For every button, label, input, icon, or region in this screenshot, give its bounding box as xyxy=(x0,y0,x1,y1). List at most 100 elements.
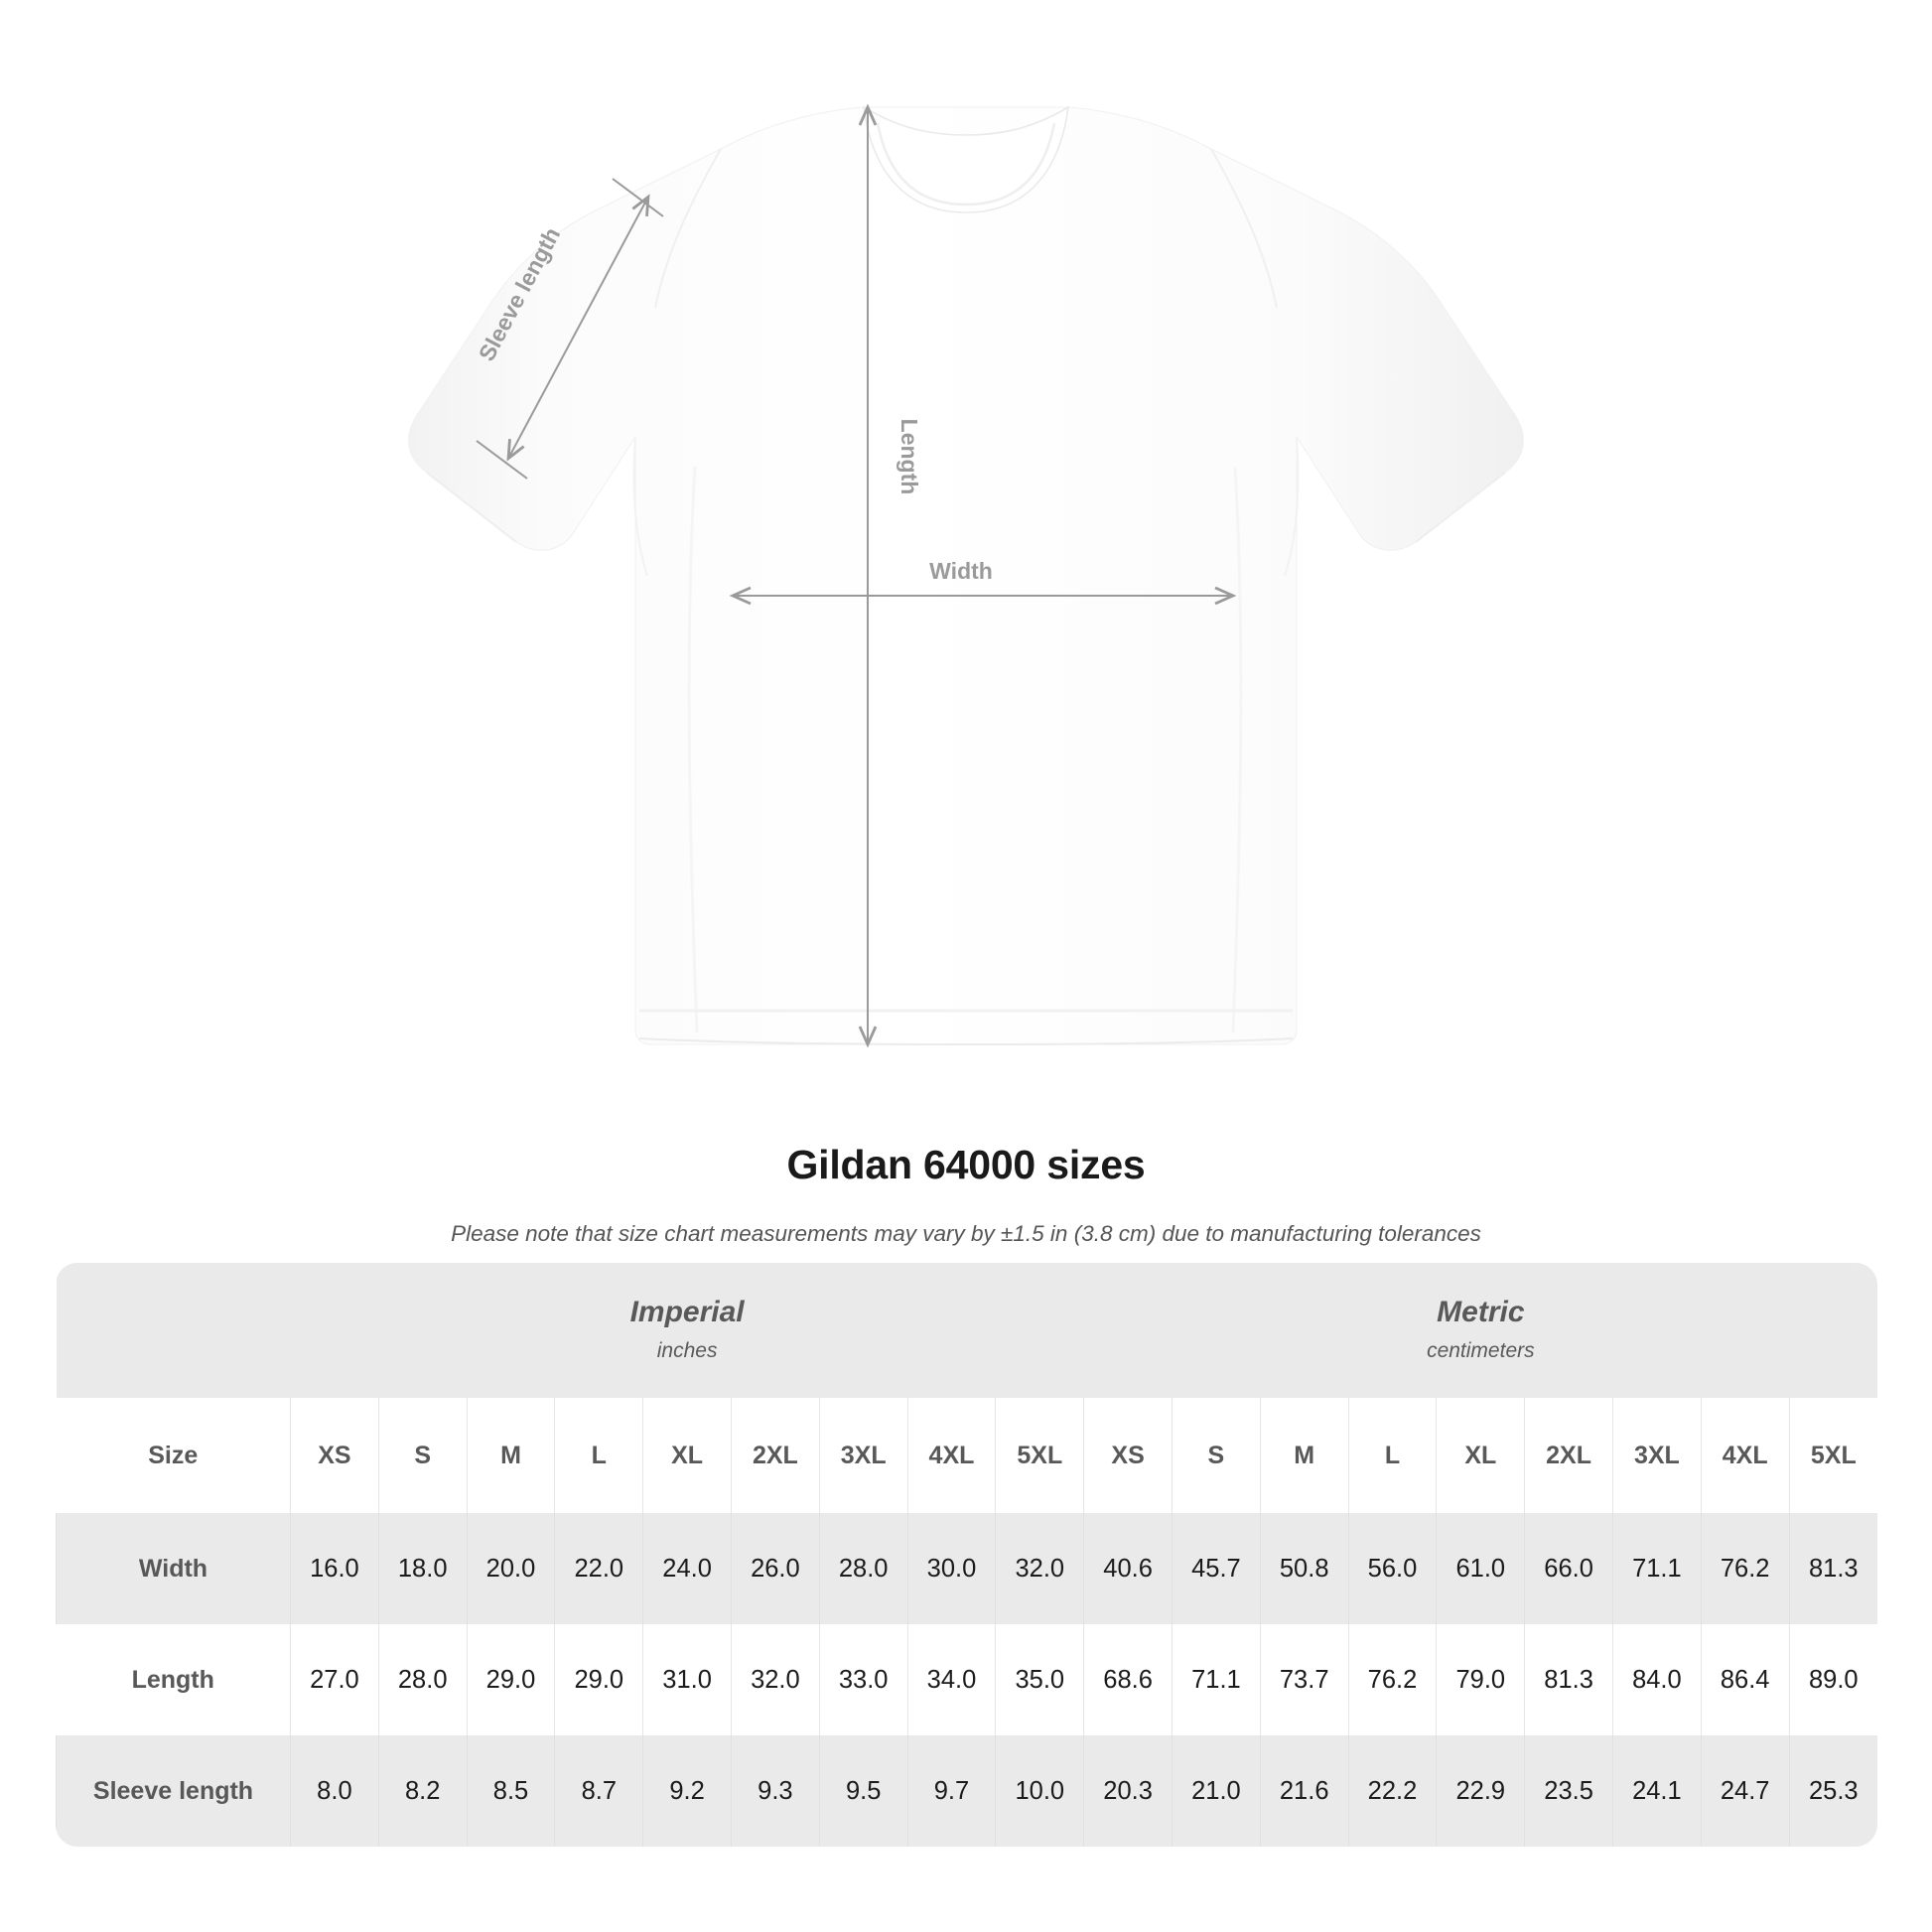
col-header-imperial-4xl: 4XL xyxy=(906,1398,996,1513)
cell-width-0: 16.0 xyxy=(290,1513,379,1624)
unit-sub-imperial: inches xyxy=(656,1339,718,1362)
cell-sleeve-5: 9.3 xyxy=(730,1735,820,1847)
cell-length-15: 84.0 xyxy=(1611,1624,1702,1735)
cell-sleeve-0: 8.0 xyxy=(290,1735,379,1847)
unit-corner-cell xyxy=(56,1263,291,1398)
tshirt-diagram-svg: Length Width Sleeve length xyxy=(408,103,1524,1048)
size-corner-label: Size xyxy=(56,1398,291,1513)
row-label-length: Length xyxy=(56,1624,291,1735)
cell-sleeve-6: 9.5 xyxy=(818,1735,908,1847)
cell-width-3: 22.0 xyxy=(554,1513,643,1624)
col-header-imperial-xl: XL xyxy=(642,1398,732,1513)
cell-sleeve-12: 22.2 xyxy=(1347,1735,1437,1847)
cell-length-14: 81.3 xyxy=(1524,1624,1613,1735)
cell-length-4: 31.0 xyxy=(642,1624,732,1735)
row-label-sleeve-length: Sleeve length xyxy=(56,1735,291,1847)
col-header-imperial-l: L xyxy=(554,1398,643,1513)
tshirt-illustration: Length Width Sleeve length xyxy=(408,103,1524,1048)
cell-width-14: 66.0 xyxy=(1524,1513,1613,1624)
cell-sleeve-15: 24.1 xyxy=(1611,1735,1702,1847)
cell-width-8: 32.0 xyxy=(995,1513,1084,1624)
row-label-width: Width xyxy=(56,1513,291,1624)
cell-width-5: 26.0 xyxy=(730,1513,820,1624)
cell-sleeve-8: 10.0 xyxy=(995,1735,1084,1847)
unit-name-metric: Metric xyxy=(1437,1296,1525,1328)
length-label: Length xyxy=(897,419,922,495)
cell-sleeve-2: 8.5 xyxy=(466,1735,555,1847)
length-guide: Length xyxy=(858,103,922,1048)
cell-width-9: 40.6 xyxy=(1083,1513,1173,1624)
sleeve-arrow xyxy=(506,194,650,462)
cell-length-5: 32.0 xyxy=(730,1624,820,1735)
cell-width-12: 56.0 xyxy=(1347,1513,1437,1624)
cell-width-13: 61.0 xyxy=(1436,1513,1525,1624)
table-row: Sleeve length 8.0 8.2 8.5 8.7 9.2 9.3 9.… xyxy=(56,1735,1877,1847)
cell-length-6: 33.0 xyxy=(818,1624,908,1735)
col-header-metric-5xl: 5XL xyxy=(1788,1398,1877,1513)
col-header-imperial-3xl: 3XL xyxy=(818,1398,908,1513)
cell-sleeve-7: 9.7 xyxy=(906,1735,996,1847)
cell-length-3: 29.0 xyxy=(554,1624,643,1735)
cell-sleeve-17: 25.3 xyxy=(1788,1735,1877,1847)
cell-width-15: 71.1 xyxy=(1611,1513,1702,1624)
cell-width-1: 18.0 xyxy=(377,1513,468,1624)
cell-length-2: 29.0 xyxy=(466,1624,555,1735)
col-header-metric-4xl: 4XL xyxy=(1700,1398,1790,1513)
tolerance-note: Please note that size chart measurements… xyxy=(451,1221,1481,1246)
unit-sub-metric: centimeters xyxy=(1427,1339,1535,1362)
col-header-imperial-m: M xyxy=(466,1398,555,1513)
col-header-metric-xl: XL xyxy=(1436,1398,1525,1513)
col-header-imperial-5xl: 5XL xyxy=(995,1398,1084,1513)
size-table-wrapper: Imperial inches Metric centimeters Size … xyxy=(56,1263,1877,1847)
col-header-imperial-s: S xyxy=(377,1398,468,1513)
heading-block: Gildan 64000 sizes Please note that size… xyxy=(0,1142,1932,1247)
table-row: Width 16.0 18.0 20.0 22.0 24.0 26.0 28.0… xyxy=(56,1513,1877,1624)
unit-header-row: Imperial inches Metric centimeters xyxy=(56,1263,1877,1398)
cell-width-11: 50.8 xyxy=(1259,1513,1349,1624)
cell-sleeve-14: 23.5 xyxy=(1524,1735,1613,1847)
cell-sleeve-10: 21.0 xyxy=(1172,1735,1261,1847)
cell-sleeve-13: 22.9 xyxy=(1436,1735,1525,1847)
width-guide: Width xyxy=(729,558,1237,606)
cell-length-7: 34.0 xyxy=(906,1624,996,1735)
col-header-imperial-xs: XS xyxy=(290,1398,379,1513)
cell-sleeve-4: 9.2 xyxy=(642,1735,732,1847)
cell-length-16: 86.4 xyxy=(1700,1624,1790,1735)
cell-width-7: 30.0 xyxy=(906,1513,996,1624)
cell-length-17: 89.0 xyxy=(1788,1624,1877,1735)
cell-width-4: 24.0 xyxy=(642,1513,732,1624)
col-header-metric-l: L xyxy=(1347,1398,1437,1513)
size-header-row: Size XS S M L XL 2XL 3XL 4XL 5XL XS S M … xyxy=(56,1398,1877,1513)
unit-group-metric: Metric centimeters xyxy=(1083,1263,1877,1398)
shirt-body-shape xyxy=(408,105,1524,1045)
cell-width-17: 81.3 xyxy=(1788,1513,1877,1624)
cell-length-11: 73.7 xyxy=(1259,1624,1349,1735)
cell-length-9: 68.6 xyxy=(1083,1624,1173,1735)
unit-name-imperial: Imperial xyxy=(629,1296,745,1328)
cell-sleeve-11: 21.6 xyxy=(1259,1735,1349,1847)
cell-length-1: 28.0 xyxy=(377,1624,468,1735)
cell-length-12: 76.2 xyxy=(1347,1624,1437,1735)
cell-sleeve-16: 24.7 xyxy=(1700,1735,1790,1847)
cell-width-10: 45.7 xyxy=(1172,1513,1261,1624)
table-row: Length 27.0 28.0 29.0 29.0 31.0 32.0 33.… xyxy=(56,1624,1877,1735)
cell-sleeve-9: 20.3 xyxy=(1083,1735,1173,1847)
page-title: Gildan 64000 sizes xyxy=(786,1142,1146,1187)
cell-length-10: 71.1 xyxy=(1172,1624,1261,1735)
cell-length-8: 35.0 xyxy=(995,1624,1084,1735)
col-header-metric-3xl: 3XL xyxy=(1611,1398,1702,1513)
cell-sleeve-1: 8.2 xyxy=(377,1735,468,1847)
col-header-imperial-2xl: 2XL xyxy=(730,1398,820,1513)
cell-width-2: 20.0 xyxy=(466,1513,555,1624)
col-header-metric-s: S xyxy=(1172,1398,1261,1513)
col-header-metric-xs: XS xyxy=(1083,1398,1173,1513)
size-table: Imperial inches Metric centimeters Size … xyxy=(56,1263,1877,1847)
width-label: Width xyxy=(929,558,993,584)
unit-group-imperial: Imperial inches xyxy=(290,1263,1084,1398)
cell-width-6: 28.0 xyxy=(818,1513,908,1624)
cell-length-0: 27.0 xyxy=(290,1624,379,1735)
col-header-metric-2xl: 2XL xyxy=(1524,1398,1613,1513)
cell-sleeve-3: 8.7 xyxy=(554,1735,643,1847)
sleeve-bottom-cap xyxy=(476,440,528,480)
